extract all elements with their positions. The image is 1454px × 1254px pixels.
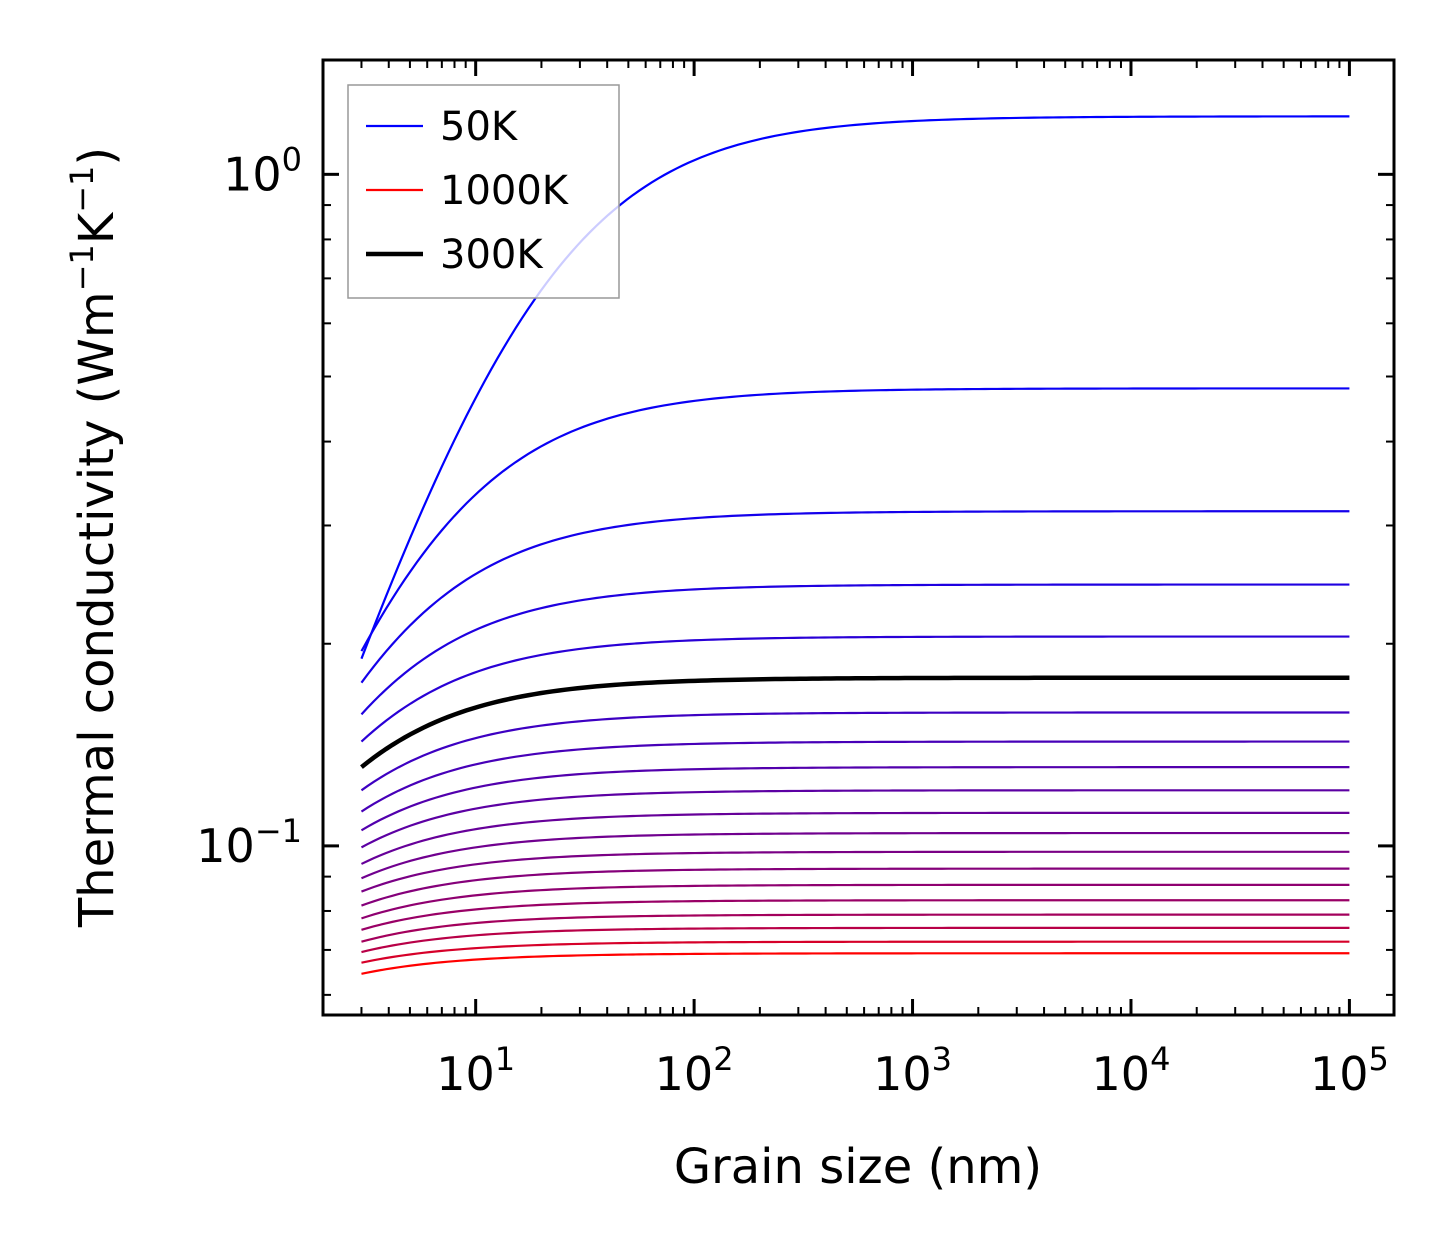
series-line-400K <box>360 740 1350 813</box>
series-line-300K <box>360 675 1350 769</box>
series-line-550K <box>360 811 1350 865</box>
series-line-750K <box>361 883 1350 920</box>
series-line-850K <box>361 913 1350 943</box>
x-tick-label: 104 <box>1092 1040 1171 1101</box>
series-line-50K <box>360 115 1350 660</box>
series-line-900K <box>361 926 1350 954</box>
legend-label: 300K <box>440 232 544 278</box>
series-line-450K <box>360 766 1350 832</box>
plot-frame <box>321 58 1396 1017</box>
series-line-1000K <box>361 952 1350 975</box>
x-tick-labels: 101 102 103 104 105 <box>436 1040 1389 1101</box>
series-line-250K <box>360 635 1350 743</box>
series-line-100K <box>360 387 1350 652</box>
x-tick-label: 101 <box>436 1040 515 1101</box>
x-tick-label: 105 <box>1310 1040 1389 1101</box>
series-line-200K <box>360 583 1350 716</box>
series-line-650K <box>361 850 1350 893</box>
legend-entries: 50K 1000K 300K <box>366 104 570 278</box>
series-line-700K <box>361 867 1350 907</box>
x-axis-label: Grain size (nm) <box>674 1139 1042 1195</box>
x-tick-label: 102 <box>655 1040 734 1101</box>
y-tick-label: 10−1 <box>196 812 302 873</box>
x-tick-label: 103 <box>873 1040 952 1101</box>
y-tick-labels: 100 10−1 <box>196 140 302 873</box>
series-line-600K <box>361 831 1350 880</box>
legend-label: 50K <box>440 104 519 150</box>
series-line-950K <box>361 940 1350 964</box>
y-tick-label: 100 <box>223 140 302 201</box>
legend-box <box>347 84 620 299</box>
series-layer <box>360 115 1350 975</box>
y-axis-label: Thermal conductivity (Wm−1K−1) <box>63 147 125 928</box>
major-ticks <box>323 60 1394 1015</box>
series-line-800K <box>361 899 1350 931</box>
series-line-350K <box>360 711 1350 792</box>
legend: 50K 1000K 300K <box>347 84 620 299</box>
legend-label: 1000K <box>440 168 570 214</box>
series-line-500K <box>360 789 1350 849</box>
series-line-150K <box>360 510 1350 684</box>
